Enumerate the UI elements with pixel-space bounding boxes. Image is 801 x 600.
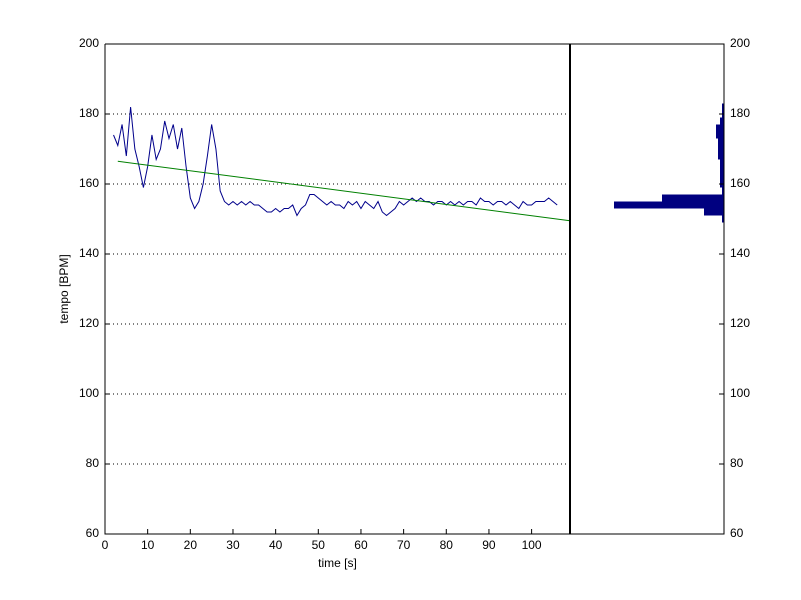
series-line <box>117 160 571 222</box>
y-tick-label: 160 <box>79 176 99 190</box>
y-tick-label: 140 <box>730 246 750 260</box>
x-tick-label: 70 <box>397 538 411 552</box>
x-tick-label: 10 <box>141 538 155 552</box>
histogram-bar <box>718 145 724 153</box>
x-tick-label: 60 <box>354 538 368 552</box>
x-tick-label: 40 <box>269 538 283 552</box>
x-tick-label: 80 <box>440 538 454 552</box>
y-tick-label: 80 <box>86 456 100 470</box>
x-tick-label: 0 <box>102 538 109 552</box>
series-line <box>113 106 558 217</box>
histogram-bar <box>718 152 724 160</box>
histogram-bar <box>614 201 724 209</box>
histogram-bar <box>718 138 724 146</box>
histogram-bar <box>720 173 724 181</box>
y-tick-label: 200 <box>79 36 99 50</box>
x-tick-label: 100 <box>522 538 542 552</box>
histogram-bar <box>722 103 724 111</box>
histogram-bar <box>662 194 724 202</box>
histogram-bar <box>720 117 724 125</box>
x-tick-label: 30 <box>226 538 240 552</box>
x-tick-label: 90 <box>482 538 496 552</box>
y-tick-label: 100 <box>730 386 750 400</box>
y-tick-label: 180 <box>79 106 99 120</box>
axes-box <box>570 43 725 535</box>
y-tick-label: 160 <box>730 176 750 190</box>
y-tick-label: 80 <box>730 456 744 470</box>
y-axis-label: tempo [BPM] <box>57 254 71 323</box>
histogram-bar <box>720 166 724 174</box>
x-tick-label: 50 <box>312 538 326 552</box>
y-tick-label: 200 <box>730 36 750 50</box>
y-tick-label: 100 <box>79 386 99 400</box>
y-tick-label: 60 <box>86 526 100 540</box>
axes-box <box>104 43 570 535</box>
y-tick-label: 60 <box>730 526 744 540</box>
x-axis-label: time [s] <box>318 556 357 570</box>
x-tick-label: 20 <box>184 538 198 552</box>
histogram-bar <box>720 159 724 167</box>
histogram-bar <box>722 215 724 223</box>
histogram-bar <box>722 187 724 195</box>
y-tick-label: 120 <box>730 316 750 330</box>
histogram-bar <box>716 131 724 139</box>
y-tick-label: 120 <box>79 316 99 330</box>
y-tick-label: 180 <box>730 106 750 120</box>
histogram-bar <box>704 208 724 216</box>
y-tick-label: 140 <box>79 246 99 260</box>
histogram-bar <box>716 124 724 132</box>
